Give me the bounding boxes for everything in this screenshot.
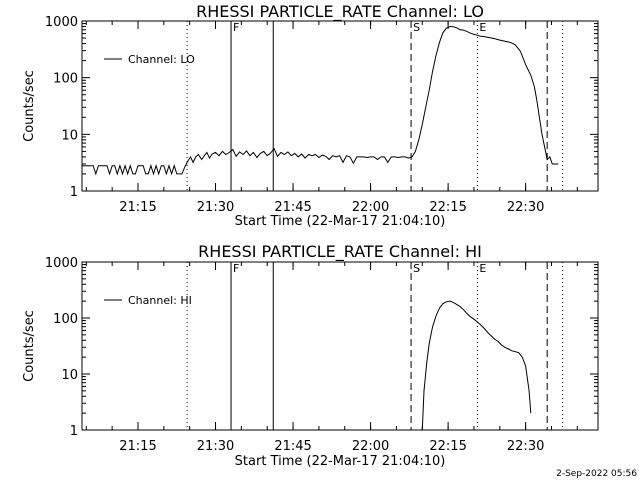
y-tick-label: 1000 [45,256,78,271]
x-tick-label: 21:30 [197,200,234,215]
x-tick-label: 22:15 [429,439,466,454]
marker-label: E [479,21,486,34]
x-tick-label: 22:30 [507,200,544,215]
x-tick-label: 22:00 [352,439,389,454]
y-tick-label: 1 [70,185,78,200]
x-tick-label: 22:30 [507,439,544,454]
y-tick-label: 1 [70,424,78,439]
y-tick-label: 1000 [45,15,78,30]
x-axis-label: Start Time (22-Mar-17 21:04:10) [235,454,446,469]
marker-label: E [479,262,486,275]
marker-label: F [233,262,239,275]
plot-frame [81,20,599,192]
x-tick-label: 21:30 [197,439,234,454]
marker-label: S [413,262,420,275]
x-tick-label: 21:15 [119,439,156,454]
y-axis-label: Counts/sec [22,310,37,382]
series-line [82,25,559,176]
marker-label: S [413,21,420,34]
date-stamp: 2-Sep-2022 05:56 [556,469,637,479]
legend-label: Channel: HI [128,294,192,307]
x-tick-label: 22:00 [352,200,389,215]
x-axis-label: Start Time (22-Mar-17 21:04:10) [235,214,446,229]
marker-label: F [233,21,239,34]
x-tick-label: 21:15 [119,200,156,215]
legend-label: Channel: LO [128,53,195,66]
series-line [421,300,532,431]
x-tick-label: 21:45 [274,439,311,454]
y-tick-label: 100 [53,72,78,87]
x-tick-label: 22:15 [429,200,466,215]
chart-title: RHESSI PARTICLE_RATE Channel: HI [198,242,482,262]
plot-frame [81,261,599,431]
y-tick-label: 10 [61,128,78,143]
x-tick-label: 21:45 [274,200,311,215]
y-tick-label: 100 [53,312,78,327]
y-tick-label: 10 [61,368,78,383]
y-axis-label: Counts/sec [22,70,37,142]
chart-title: RHESSI PARTICLE_RATE Channel: LO [196,2,484,22]
